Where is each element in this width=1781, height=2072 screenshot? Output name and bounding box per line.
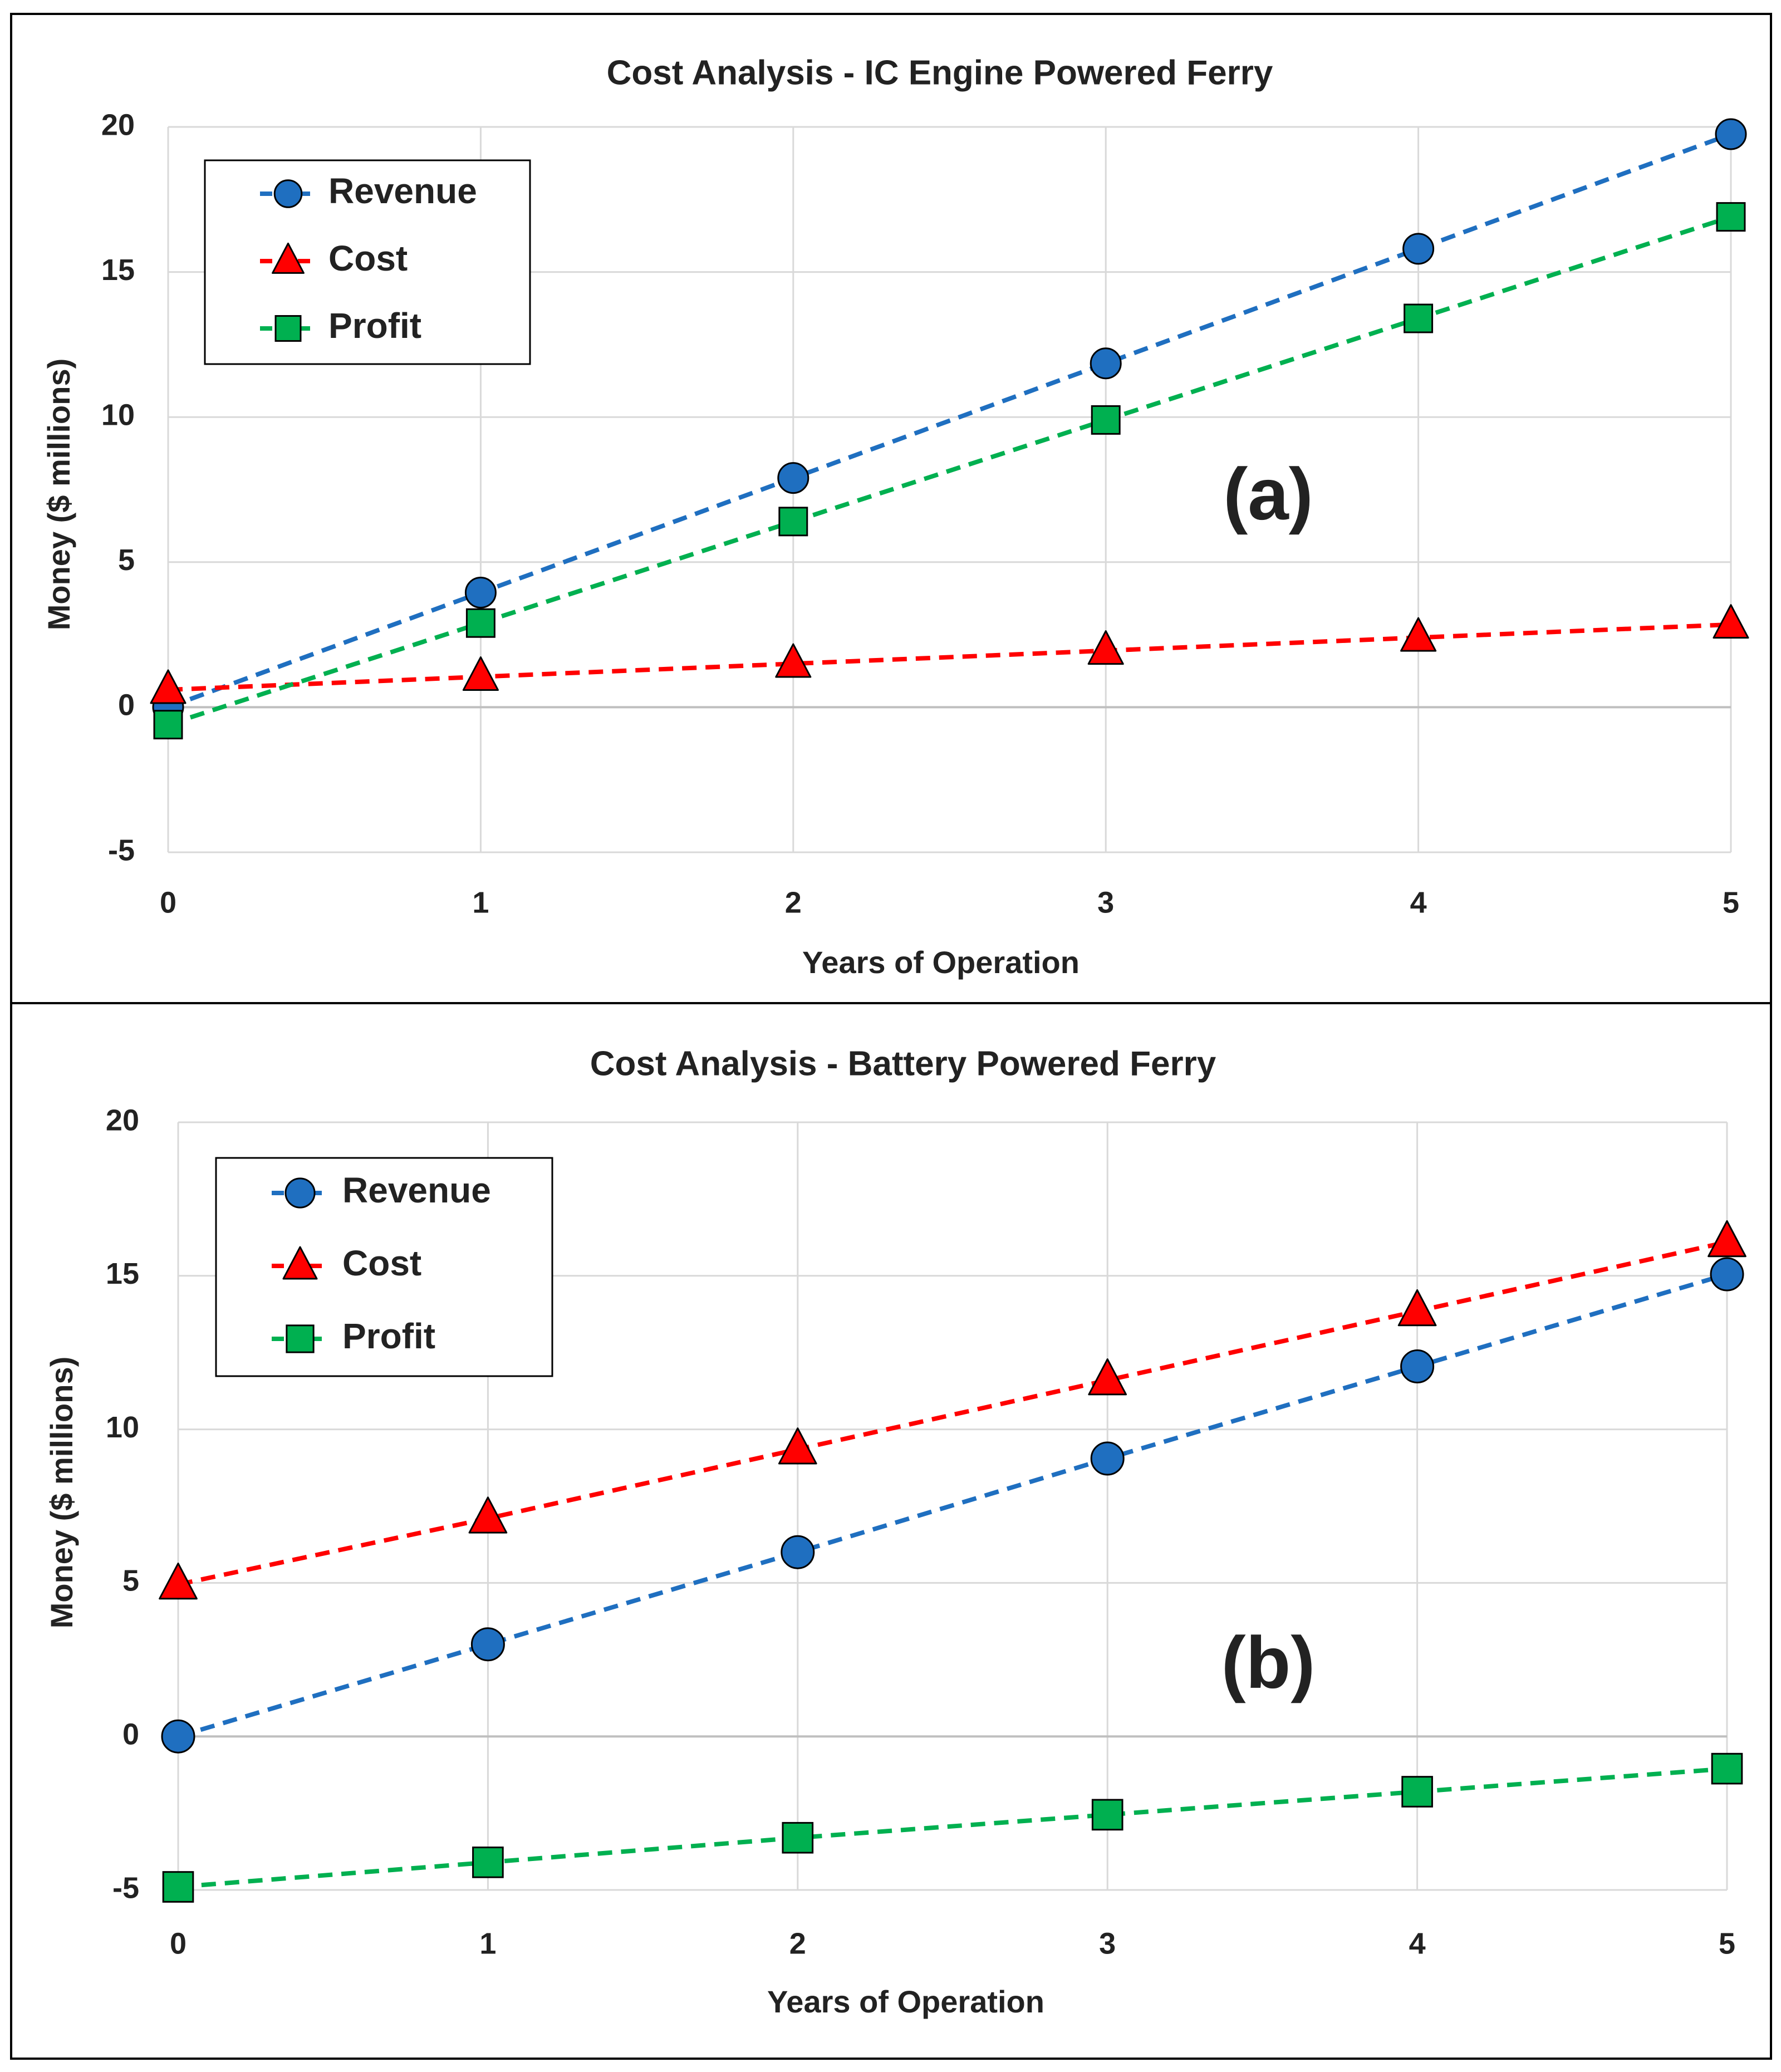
chart-panel-a: Cost Analysis - IC Engine Powered Ferry -…	[10, 13, 1772, 1004]
legend-label-cost: Cost	[342, 1243, 421, 1283]
x-tick-label: 4	[1409, 1927, 1426, 1960]
cost-data-point	[1087, 630, 1124, 665]
y-axis-label: Money ($ millions)	[44, 1357, 79, 1629]
x-tick-label: 5	[1723, 886, 1739, 919]
legend-marker-profit	[274, 315, 302, 342]
revenue-data-point	[161, 1719, 195, 1754]
x-tick-label: 1	[479, 1927, 496, 1960]
cost-data-point	[1713, 604, 1749, 639]
legend-marker-revenue	[273, 179, 303, 208]
x-tick-label: 5	[1719, 1927, 1735, 1960]
profit-data-point	[778, 507, 808, 537]
cost-data-point	[778, 1427, 817, 1465]
y-tick-label: 20	[101, 108, 135, 141]
revenue-data-point	[1710, 1257, 1744, 1292]
revenue-data-point	[781, 1535, 815, 1569]
x-tick-label: 0	[160, 886, 176, 919]
legend-marker-cost	[272, 242, 305, 274]
legend-marker-cost	[282, 1246, 318, 1280]
chart-title: Cost Analysis - IC Engine Powered Ferry	[607, 53, 1273, 92]
x-tick-label: 1	[472, 886, 489, 919]
cost-data-point	[159, 1562, 198, 1600]
legend-label-profit: Profit	[342, 1316, 435, 1356]
cost-data-point	[468, 1496, 508, 1534]
y-tick-label: -5	[108, 833, 135, 867]
panel-label: (b)	[1221, 1622, 1316, 1703]
cost-data-point	[775, 643, 812, 678]
profit-data-point	[1716, 202, 1746, 232]
cost-data-point	[1400, 617, 1437, 652]
profit-data-point	[472, 1847, 504, 1878]
series-line-revenue	[177, 1272, 1728, 1739]
chart-title: Cost Analysis - Battery Powered Ferry	[590, 1044, 1216, 1083]
y-tick-label: 0	[122, 1717, 139, 1751]
legend-label-revenue: Revenue	[328, 171, 477, 211]
y-tick-label: 15	[106, 1257, 139, 1290]
chart-panel-b: Cost Analysis - Battery Powered Ferry -5 0…	[10, 1002, 1772, 2060]
revenue-data-point	[777, 462, 809, 494]
y-tick-label: 20	[106, 1103, 139, 1137]
legend: Revenue Cost Profit	[204, 159, 531, 365]
cost-data-point	[150, 669, 187, 704]
x-tick-label: 2	[785, 886, 802, 919]
y-tick-label: 10	[106, 1411, 139, 1444]
legend-label-revenue: Revenue	[342, 1170, 491, 1210]
legend-label-cost: Cost	[328, 238, 408, 278]
legend: Revenue Cost Profit	[215, 1157, 553, 1377]
cost-data-point	[1088, 1358, 1127, 1396]
revenue-data-point	[470, 1627, 505, 1662]
profit-data-point	[1711, 1752, 1743, 1785]
revenue-data-point	[1090, 1441, 1125, 1476]
y-tick-label: 5	[122, 1564, 139, 1598]
x-axis-label: Years of Operation	[802, 945, 1080, 980]
revenue-data-point	[464, 577, 497, 609]
profit-data-point	[1091, 1799, 1123, 1831]
y-tick-label: 15	[101, 253, 135, 287]
revenue-data-point	[1715, 118, 1747, 150]
legend-marker-profit	[286, 1324, 315, 1353]
revenue-data-point	[1090, 347, 1122, 380]
x-tick-label: 3	[1097, 886, 1114, 919]
revenue-data-point	[1402, 233, 1435, 265]
y-axis-label: Money ($ millions)	[41, 359, 76, 631]
legend-box	[204, 159, 531, 365]
profit-data-point	[782, 1821, 814, 1854]
x-tick-label: 3	[1099, 1927, 1116, 1960]
series-line-cost	[168, 622, 1731, 693]
revenue-data-point	[1400, 1349, 1435, 1384]
profit-data-point	[162, 1871, 194, 1903]
profit-data-point	[1091, 405, 1121, 435]
profit-data-point	[465, 608, 495, 638]
profit-data-point	[1401, 1776, 1433, 1808]
x-tick-label: 4	[1410, 886, 1427, 919]
cost-data-point	[462, 656, 499, 691]
x-tick-label: 2	[789, 1927, 806, 1960]
series-line-revenue	[167, 132, 1732, 710]
cost-data-point	[1708, 1220, 1746, 1258]
legend-label-profit: Profit	[328, 306, 421, 346]
legend-marker-revenue	[284, 1177, 316, 1209]
series-line-profit	[167, 214, 1732, 727]
y-tick-label: 10	[101, 398, 135, 431]
series-line-profit	[178, 1766, 1728, 1889]
y-tick-label: 5	[118, 543, 135, 577]
x-tick-label: 0	[170, 1927, 187, 1960]
y-tick-label: -5	[112, 1871, 139, 1904]
profit-data-point	[153, 710, 183, 740]
cost-data-point	[1397, 1289, 1437, 1327]
y-tick-label: 0	[118, 689, 135, 722]
x-axis-label: Years of Operation	[767, 1984, 1044, 2019]
panel-label: (a)	[1223, 453, 1313, 535]
series-line-cost	[178, 1240, 1728, 1587]
profit-data-point	[1404, 303, 1434, 333]
